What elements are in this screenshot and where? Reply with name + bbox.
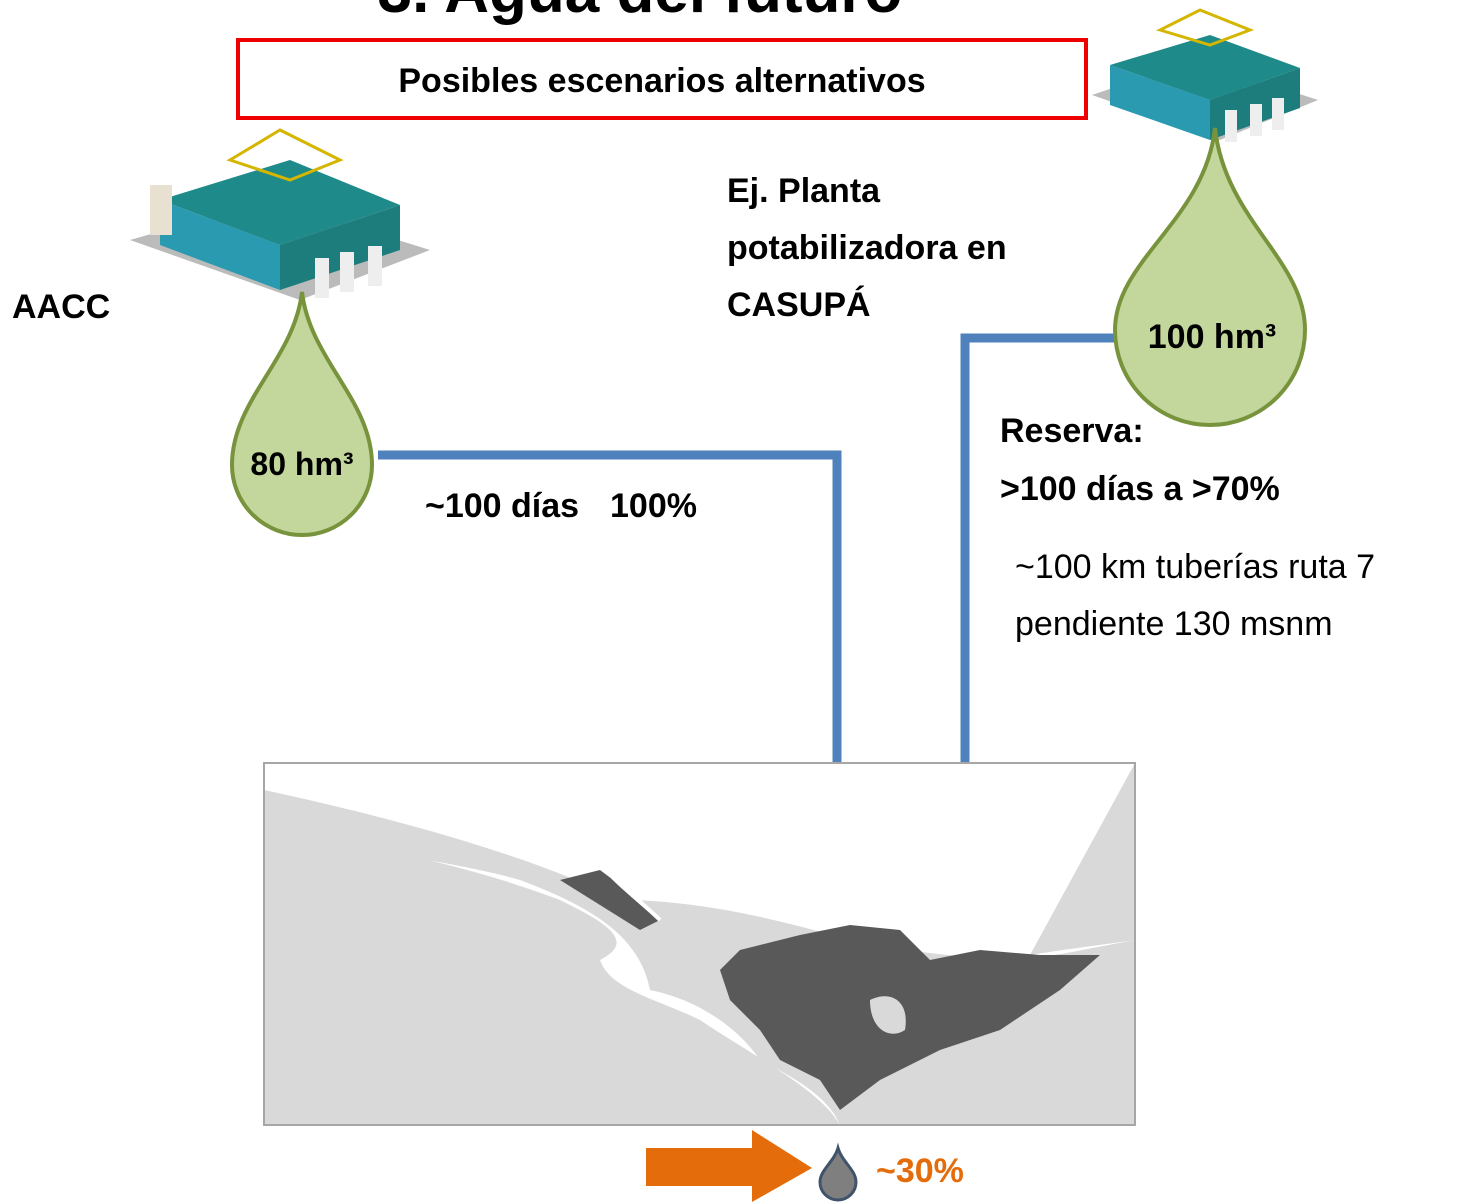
right-volume: 100 hm³ (1148, 318, 1277, 356)
left-drop (229, 291, 375, 537)
note-line: ~100 km tuberías ruta 7 (1015, 548, 1375, 586)
loss-label: ~30% (876, 1152, 964, 1190)
left-label: AACC (12, 288, 110, 326)
map (263, 762, 1136, 1126)
right-label-line: CASUPÁ (727, 286, 871, 324)
note-line: pendiente 130 msnm (1015, 605, 1333, 643)
reserve-line: >100 días a >70% (1000, 470, 1280, 508)
duration: ~100 días (425, 487, 579, 525)
left-volume: 80 hm³ (250, 446, 353, 482)
subtitle-box (236, 38, 1088, 120)
title: 3. Agua del futuro (378, 0, 903, 26)
right-drop (1112, 127, 1308, 427)
loss-drop (818, 1142, 858, 1202)
percent: 100% (610, 487, 697, 525)
right-label-line: potabilizadora en (727, 229, 1007, 267)
loss-arrow (646, 1130, 812, 1202)
right-label-line: Ej. Planta (727, 172, 881, 210)
subtitle: Posibles escenarios alternativos (398, 62, 925, 100)
reserve-line: Reserva: (1000, 412, 1144, 450)
left-plant (130, 128, 430, 300)
right-plant (1092, 8, 1318, 142)
